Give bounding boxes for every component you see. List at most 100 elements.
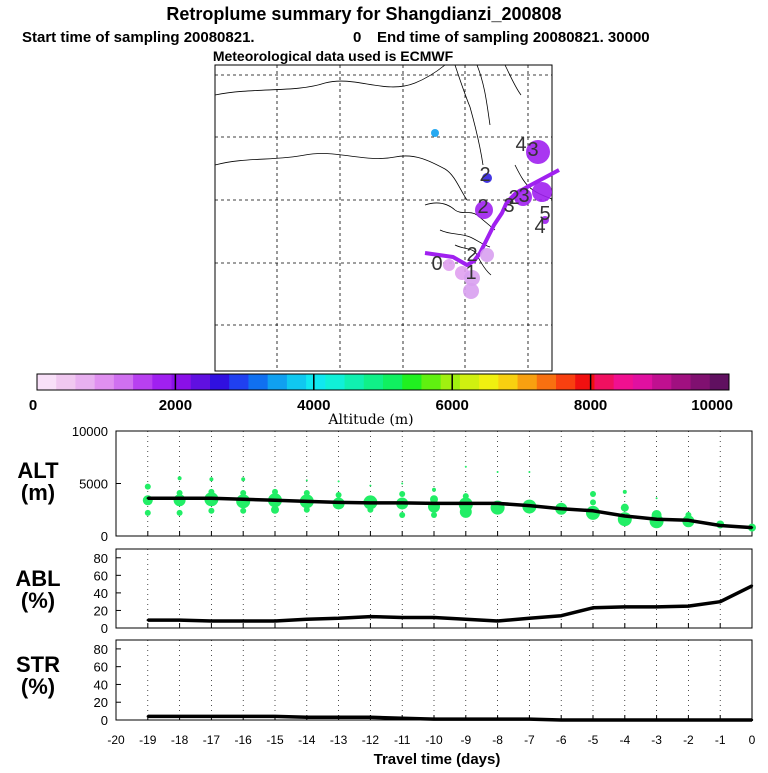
series-point	[496, 502, 499, 505]
series-point	[719, 524, 722, 527]
panel-str: STR(%) 80 60 40 20 0	[16, 639, 754, 728]
alt-scatter-point	[208, 507, 215, 514]
series-point	[432, 717, 436, 721]
series-point	[273, 619, 277, 623]
colorbar-swatch	[383, 374, 403, 390]
panel-ylabel: ALT	[17, 458, 59, 483]
colorbar-swatch	[190, 374, 211, 390]
alt-scatter-point	[176, 489, 183, 496]
x-tick-label: -14	[298, 733, 316, 747]
colorbar-swatch	[210, 374, 230, 390]
x-tick-label: -11	[394, 733, 411, 747]
colorbar-swatch	[56, 374, 76, 390]
colorbar-swatch	[556, 374, 576, 390]
y-tick-label: 60	[94, 660, 108, 675]
series-point	[591, 509, 595, 512]
x-tick-label: -16	[235, 733, 253, 747]
colorbar-swatch	[479, 374, 499, 390]
series-point	[242, 498, 245, 501]
series-point	[464, 717, 467, 721]
series-point	[687, 718, 690, 722]
colorbar-tick-label: 6000	[436, 397, 469, 414]
alt-scatter-point	[649, 514, 664, 529]
series-line-str	[147, 714, 752, 722]
x-tick-label: 0	[749, 733, 756, 747]
x-tick-label: -18	[171, 733, 189, 747]
x-tick-label: -4	[619, 733, 630, 747]
colorbar-tick-label: 4000	[297, 397, 330, 414]
alt-scatter-point	[459, 505, 472, 518]
series-point	[242, 619, 245, 623]
colorbar-frame	[36, 373, 730, 391]
panel-yunit: (%)	[21, 588, 55, 613]
colorbar-swatch	[113, 374, 134, 390]
series-point	[273, 715, 277, 718]
series-line-abl	[147, 584, 753, 623]
series-point	[178, 618, 181, 622]
plume-day-label: 2	[508, 187, 519, 209]
alt-scatter-point	[496, 470, 499, 473]
panel-abl: ABL(%) 80 60 40 20 0	[15, 548, 754, 636]
colorbar-swatch	[575, 374, 595, 390]
series-point	[178, 715, 181, 718]
panel-yunit: (m)	[21, 480, 55, 505]
alt-scatter-point	[272, 488, 278, 495]
plume-day-label: 4	[534, 216, 545, 238]
plume-day-label: 2	[466, 244, 477, 266]
series-point	[528, 504, 531, 507]
series-point	[305, 716, 308, 719]
colorbar: 0 2000 4000 6000 8000 10000	[29, 373, 733, 414]
colorbar-swatch	[37, 374, 57, 390]
series-point	[623, 718, 626, 722]
series-point	[560, 507, 563, 510]
series-point	[401, 717, 404, 720]
x-tick-label: -2	[683, 733, 694, 747]
colorbar-swatch	[325, 374, 346, 390]
colorbar-swatch	[133, 374, 153, 390]
x-tick-label: -8	[492, 733, 503, 747]
alt-scatter-point	[209, 477, 214, 482]
colorbar-tick-label: 0	[29, 397, 37, 414]
x-tick-label: -20	[107, 733, 125, 747]
alt-scatter-point	[335, 492, 342, 499]
plume-day-label: 3	[503, 195, 514, 217]
colorbar-swatch	[248, 374, 269, 390]
alt-scatter-point	[303, 506, 310, 513]
colorbar-swatch	[75, 374, 96, 390]
series-point	[337, 617, 340, 620]
colorbar-swatch	[498, 374, 519, 390]
alt-scatter-point	[401, 482, 404, 485]
panel-yunit: (%)	[21, 674, 55, 699]
alt-scatter-point	[369, 484, 372, 487]
series-point	[591, 718, 595, 722]
x-tick-label: -5	[588, 733, 599, 747]
plume-marker	[443, 259, 455, 271]
colorbar-swatch	[363, 374, 384, 390]
plume-day-label: 5	[539, 203, 550, 225]
series-point	[560, 614, 563, 617]
plume-marker	[482, 173, 492, 183]
alt-scatter-point	[271, 505, 279, 514]
series-point	[210, 715, 213, 718]
alt-scatter-point	[528, 470, 531, 473]
plume-day-label: 3	[518, 185, 529, 207]
x-tick-label: -19	[139, 733, 157, 747]
alt-scatter-point	[464, 465, 467, 468]
start-time-label: Start time of sampling 20080821.	[22, 29, 255, 46]
alt-scatter-point	[620, 503, 629, 512]
colorbar-swatch	[671, 374, 692, 390]
plume-marker	[475, 201, 493, 219]
alt-scatter-point	[337, 480, 340, 483]
y-tick-label: 80	[94, 642, 108, 657]
y-tick-label: 0	[101, 529, 108, 544]
y-tick-label: 0	[101, 713, 108, 728]
series-point	[560, 718, 563, 722]
alt-scatter-point	[462, 493, 469, 500]
series-point	[687, 604, 690, 608]
x-tick-label: -10	[425, 733, 443, 747]
alt-scatter-point	[590, 499, 596, 506]
plume-day-label: 1	[465, 262, 476, 284]
plume-marker	[526, 140, 550, 164]
